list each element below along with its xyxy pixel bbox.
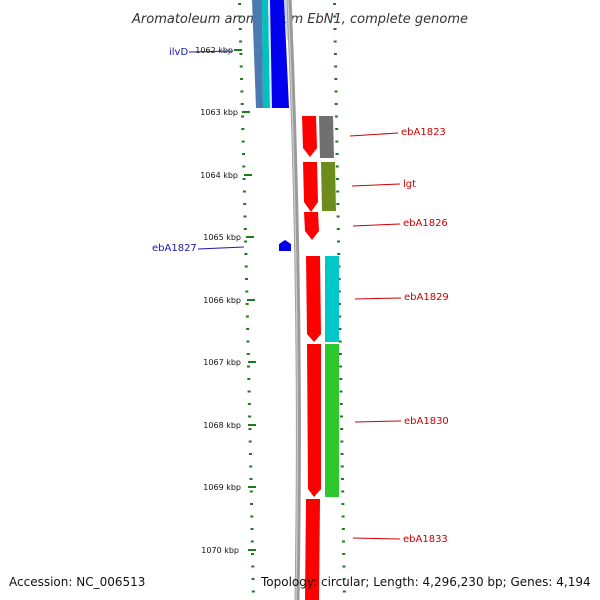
gene-label-ebA1830: ebA1830 <box>404 416 449 427</box>
genome-backbone-highlight <box>287 0 298 600</box>
tick-label-1070: 1070 kbp <box>201 546 239 555</box>
cds-ebA1823 <box>302 116 317 157</box>
feature-cyan <box>262 0 270 108</box>
accession-text: Accession: NC_006513 <box>9 575 146 589</box>
feature-cyan-right <box>325 256 339 342</box>
cds-ebA1826 <box>304 212 319 240</box>
gene-label-ebA1829: ebA1829 <box>404 292 449 303</box>
tick-label-1064: 1064 kbp <box>200 171 238 180</box>
cds-lgt <box>303 162 318 212</box>
gene-label-ebA1823: ebA1823 <box>401 127 446 138</box>
feature-blue <box>270 0 289 108</box>
gene-labels: ilvD ebA1823 lgt ebA1826 ebA1827 ebA1829… <box>152 47 449 545</box>
feature-steelblue <box>252 0 263 108</box>
map-title: Aromatoleum aromaticum EbN1, complete ge… <box>131 12 468 27</box>
outer-tick-ring <box>238 3 255 593</box>
gene-label-ebA1833: ebA1833 <box>403 534 448 545</box>
cds-ebA1833 <box>305 499 320 600</box>
genome-backbone <box>286 0 301 600</box>
gene-label-lgt: lgt <box>403 179 416 190</box>
forward-cds-features <box>302 116 321 600</box>
topology-text: Topology: circular; Length: 4,296,230 bp… <box>261 575 591 589</box>
tick-label-1066: 1066 kbp <box>203 296 241 305</box>
feature-olive <box>321 162 336 211</box>
tick-label-1062: 1062 kbp <box>195 46 233 55</box>
feature-white-gap <box>268 0 272 108</box>
feature-gray <box>319 116 334 158</box>
gene-label-ilvD: ilvD <box>169 47 188 58</box>
tick-label-1065: 1065 kbp <box>203 233 241 242</box>
top-reverse-features <box>252 0 293 108</box>
cds-ebA1830 <box>307 344 321 497</box>
cds-ebA1829 <box>306 256 321 342</box>
outer-colored-features <box>319 116 339 497</box>
tick-label-1067: 1067 kbp <box>203 358 241 367</box>
tick-labels: 1062 kbp 1063 kbp 1064 kbp 1065 kbp 1066… <box>195 46 256 555</box>
tick-label-1069: 1069 kbp <box>203 483 241 492</box>
cds-ebA1827 <box>279 240 291 251</box>
feature-green-right <box>325 344 339 497</box>
tick-label-1063: 1063 kbp <box>200 108 238 117</box>
gene-label-ebA1827: ebA1827 <box>152 243 197 254</box>
gene-label-ebA1826: ebA1826 <box>403 218 448 229</box>
tick-label-1068: 1068 kbp <box>203 421 241 430</box>
